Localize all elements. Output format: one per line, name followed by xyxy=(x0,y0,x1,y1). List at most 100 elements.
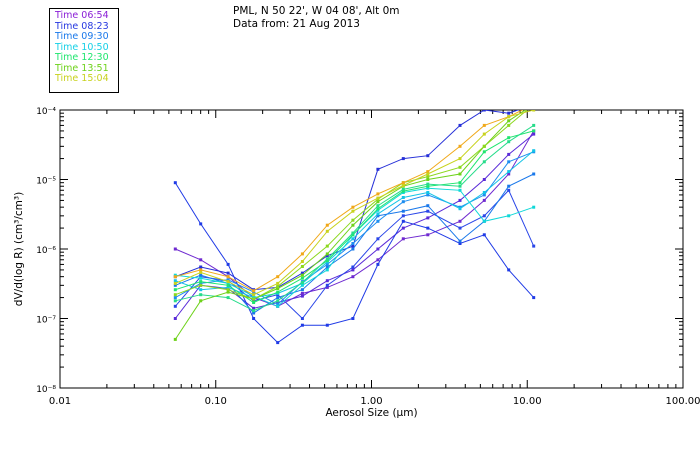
data-point xyxy=(458,242,462,245)
data-point xyxy=(507,188,511,192)
data-point xyxy=(482,191,486,194)
data-point xyxy=(226,278,230,282)
data-point xyxy=(300,273,304,277)
x-tick-label: 100.00 xyxy=(666,396,700,407)
data-point xyxy=(173,293,177,297)
data-point xyxy=(482,198,486,202)
data-point xyxy=(226,280,230,284)
series-line xyxy=(174,110,527,340)
data-point xyxy=(376,196,380,200)
legend-entry: Time 13:51 xyxy=(55,62,109,74)
data-point xyxy=(482,233,486,237)
data-point xyxy=(325,323,329,327)
data-point xyxy=(351,265,355,269)
data-point xyxy=(173,279,177,283)
data-point xyxy=(376,262,380,266)
data-point xyxy=(458,239,462,243)
data-point xyxy=(401,189,405,193)
data-point xyxy=(482,132,486,136)
data-point xyxy=(252,299,256,303)
data-point xyxy=(401,200,405,204)
data-point xyxy=(276,275,280,279)
data-point xyxy=(300,276,304,280)
data-point xyxy=(325,285,329,289)
data-point xyxy=(276,341,280,345)
data-point xyxy=(401,157,405,161)
data-point xyxy=(276,290,280,294)
data-point xyxy=(226,262,230,266)
data-point xyxy=(458,181,462,185)
data-point xyxy=(226,271,230,275)
data-point xyxy=(458,184,462,188)
data-point xyxy=(507,170,511,174)
data-point xyxy=(276,296,280,300)
data-point xyxy=(276,299,280,303)
data-point xyxy=(376,247,380,251)
data-point xyxy=(532,103,535,106)
data-point xyxy=(376,237,380,241)
data-point xyxy=(532,172,536,176)
data-point xyxy=(325,257,329,261)
chart-header: PML, N 50 22', W 04 08', Alt 0m Data fro… xyxy=(233,5,400,31)
data-point xyxy=(458,157,462,161)
y-tick-label: 10⁻⁷ xyxy=(36,316,56,326)
data-point xyxy=(276,281,280,285)
data-point xyxy=(426,178,430,181)
legend-entry: Time 10:50 xyxy=(55,41,109,53)
data-point xyxy=(426,170,430,174)
data-point xyxy=(532,205,536,209)
data-point xyxy=(401,237,405,241)
data-point xyxy=(325,265,329,269)
legend-entry: Time 08:23 xyxy=(55,20,109,32)
data-point xyxy=(325,254,329,258)
data-point xyxy=(252,301,256,304)
data-point xyxy=(507,123,511,127)
data-point xyxy=(325,262,329,266)
data-point xyxy=(351,317,355,320)
data-point xyxy=(300,252,304,256)
data-point xyxy=(426,209,430,213)
data-point xyxy=(351,242,355,245)
data-point xyxy=(173,275,177,279)
x-tick-label: 10.00 xyxy=(513,396,542,407)
data-point xyxy=(426,226,430,230)
data-point xyxy=(276,287,280,290)
data-point xyxy=(482,214,486,218)
data-point xyxy=(458,198,462,202)
station-info: PML, N 50 22', W 04 08', Alt 0m xyxy=(233,5,400,17)
legend-entry: Time 15:04 xyxy=(55,73,109,84)
x-tick-label: 0.10 xyxy=(205,396,227,407)
x-tick-label: 1.00 xyxy=(360,396,382,407)
data-point xyxy=(458,207,462,211)
data-point xyxy=(173,247,177,251)
data-point xyxy=(276,302,280,306)
data-point xyxy=(458,123,462,127)
data-point xyxy=(252,309,256,313)
data-point xyxy=(351,268,355,272)
data-point xyxy=(507,184,511,188)
data-point xyxy=(507,119,511,123)
data-point xyxy=(376,258,380,262)
data-point xyxy=(532,103,535,106)
y-tick-label: 10⁻⁸ xyxy=(36,385,56,395)
data-point xyxy=(276,301,280,304)
data-point xyxy=(199,258,203,262)
y-tick-label: 10⁻⁴ xyxy=(36,107,56,117)
legend-entry: Time 06:54 xyxy=(55,10,109,21)
data-point xyxy=(532,132,536,136)
data-point xyxy=(351,218,355,222)
data-point xyxy=(300,317,304,320)
data-point xyxy=(426,216,430,220)
data-point xyxy=(300,265,304,268)
data-point xyxy=(482,160,486,164)
data-point xyxy=(507,214,511,218)
x-tick-label: 0.01 xyxy=(49,396,71,407)
data-point xyxy=(199,222,203,226)
data-point xyxy=(458,144,462,148)
data-point xyxy=(426,204,430,208)
data-point xyxy=(532,244,536,248)
data-point xyxy=(532,103,535,106)
data-point xyxy=(199,281,203,285)
data-point xyxy=(252,289,256,293)
y-tick-label: 10⁻⁶ xyxy=(36,246,56,256)
